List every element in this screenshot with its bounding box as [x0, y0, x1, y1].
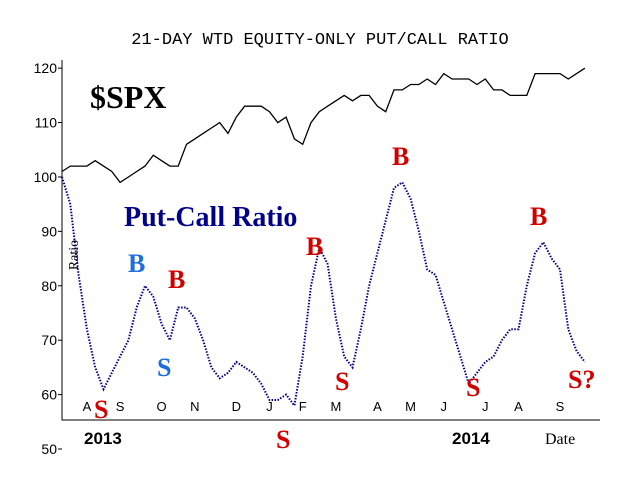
y-tick-label: 80 [41, 278, 57, 294]
signal-annotation: S [157, 353, 171, 382]
series-line [61, 67, 586, 184]
x-tick-label: S [556, 399, 565, 414]
signal-annotation: S [94, 395, 108, 424]
signal-annotation: B [306, 232, 323, 261]
y-tick-label: 120 [34, 60, 58, 76]
signal-annotation: S? [568, 365, 595, 394]
signal-annotation: B [530, 202, 547, 231]
signal-annotation: S [276, 425, 290, 454]
x-tick-label: A [373, 399, 382, 414]
y-tick-label: 110 [35, 115, 58, 131]
signal-annotation: B [168, 265, 185, 294]
x-tick-label: N [190, 399, 199, 414]
x-tick-label: M [405, 399, 416, 414]
y-axis-label: Ratio [67, 240, 82, 270]
x-axis-label: Date [545, 431, 575, 448]
x-tick-label: S [116, 399, 125, 414]
y-tick-label: 50 [41, 441, 57, 457]
year-label: 2013 [84, 429, 122, 448]
series-label: Put-Call Ratio [124, 202, 297, 233]
y-tick-label: 70 [41, 332, 57, 348]
axis-frame [61, 60, 600, 421]
x-tick-label: F [299, 399, 307, 414]
x-tick-label: D [232, 399, 241, 414]
signal-annotation: S [466, 373, 480, 402]
series-line [61, 176, 586, 408]
y-tick-label: 90 [41, 223, 57, 239]
y-tick-label: 100 [34, 169, 58, 185]
x-tick-label: M [330, 399, 341, 414]
x-tick-label: J [482, 399, 489, 414]
x-tick-label: O [157, 399, 167, 414]
year-label: 2014 [452, 429, 490, 448]
x-tick-label: A [83, 399, 92, 414]
signal-annotation: S [335, 367, 349, 396]
chart-title: 21-DAY WTD EQUITY-ONLY PUT/CALL RATIO [131, 31, 508, 50]
series-label: $SPX [90, 79, 166, 115]
y-tick-label: 60 [41, 387, 57, 403]
signal-annotation: B [128, 249, 145, 278]
x-tick-label: A [514, 399, 523, 414]
x-tick-label: J [441, 399, 448, 414]
x-tick-label: J [266, 399, 273, 414]
signal-annotation: B [392, 142, 409, 171]
